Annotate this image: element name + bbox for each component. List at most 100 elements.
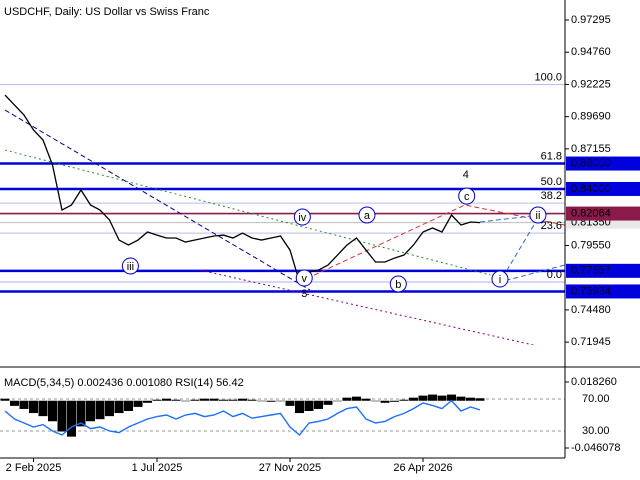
wave-circle: [295, 269, 313, 287]
macd-bar: [57, 400, 67, 432]
macd-bar: [371, 400, 380, 402]
y-tick-label: 0.89690: [571, 111, 611, 123]
y-tick-label: 0.97295: [571, 14, 611, 26]
level-label: 0.84000: [571, 183, 611, 195]
overlay: 0.97295 0.94760 0.92225 0.89690 0.87155 0.795…: [6, 14, 640, 474]
macd-bar: [456, 396, 466, 401]
wave-label: v: [302, 273, 308, 285]
wave-label: b: [395, 279, 401, 291]
macd-bar: [238, 398, 247, 401]
macd-bar: [266, 400, 276, 402]
level-label: 0.77557: [571, 265, 611, 277]
level-label: 0.75934: [571, 285, 611, 297]
macd-bar: [133, 400, 143, 407]
macd-bar: [86, 400, 95, 422]
macd-bar: [257, 400, 266, 402]
wave-label: iv: [298, 212, 306, 224]
fib-label: 100.0: [534, 71, 562, 83]
wave-label: iii: [127, 261, 134, 273]
trend-line: [479, 214, 565, 283]
chart-title: USDCHF, Daily: US Dollar vs Swiss Franc: [4, 6, 210, 18]
macd-bar: [352, 396, 361, 401]
macd-bar: [304, 400, 314, 411]
wave-circle: [529, 206, 547, 224]
fib-label: 38.2: [541, 190, 562, 202]
fib-label: 61.8: [541, 150, 562, 162]
macd-bar: [162, 398, 171, 401]
macd-bar: [76, 400, 86, 427]
fib-label: 0.0: [547, 269, 562, 281]
macd-bar: [399, 399, 409, 401]
price-line: [4, 94, 481, 284]
macd-bar: [295, 400, 304, 414]
macd-bar: [437, 395, 447, 401]
indicator-title: MACD(5,34,5) 0.002436 0.001080 RSI(14) 5…: [4, 377, 244, 389]
macd-bar: [67, 400, 76, 437]
macd-bar: [19, 400, 29, 409]
macd-bar: [171, 399, 181, 401]
level-box: [566, 263, 640, 278]
wave-circle: [389, 275, 407, 293]
wave-label: c: [464, 191, 470, 203]
y-tick-label: 0.71945: [571, 336, 611, 348]
wave-circle: [491, 270, 509, 288]
macd-bar: [190, 399, 200, 401]
macd-bar: [0, 398, 10, 401]
macd-bar: [219, 399, 228, 401]
level-label: 0.86000: [571, 157, 611, 169]
level-box: [566, 284, 640, 299]
macd-bar: [333, 400, 342, 402]
wave-label: a: [364, 210, 371, 222]
trend-line: [199, 269, 536, 345]
macd-bar: [143, 400, 152, 403]
macd-bar: [390, 400, 399, 402]
x-tick-label: 27 Nov 2025: [259, 462, 321, 474]
macd-bar: [114, 400, 124, 414]
y-tick-label: 0.79550: [571, 239, 611, 251]
level-label: 0.82064: [571, 207, 611, 219]
wave-label: ii: [536, 210, 541, 222]
level-box: [566, 206, 640, 221]
wave-label: i: [499, 274, 501, 286]
fib-label: 23.6: [541, 220, 562, 232]
wave-circle: [121, 257, 139, 275]
x-tick-label: 1 Jul 2025: [132, 462, 183, 474]
macd-bar: [38, 400, 48, 417]
macd-bar: [447, 394, 456, 401]
macd-bar: [247, 399, 257, 401]
y-tick-label: 0.87155: [571, 143, 611, 155]
macd-bar: [314, 400, 323, 409]
macd-bar: [380, 400, 390, 403]
macd-bar: [475, 398, 485, 401]
macd-bar: [48, 400, 57, 422]
macd-bar: [466, 397, 475, 401]
macd-bar: [361, 398, 371, 401]
x-tick-label: 2 Feb 2025: [6, 462, 62, 474]
wave-circle: [458, 187, 476, 205]
level-box: [566, 181, 640, 196]
macd-bar: [124, 400, 133, 411]
macd-bar: [95, 400, 105, 420]
y-tick-label: 0.94760: [571, 46, 611, 58]
macd-bar: [276, 400, 285, 402]
macd-bar: [209, 398, 219, 401]
macd-bar: [105, 400, 114, 417]
y2-tick-label: 70.00: [582, 393, 610, 405]
wave-circle: [293, 208, 311, 226]
macd-bar: [200, 398, 209, 401]
macd-bar: [409, 397, 418, 401]
wave-label: 3: [301, 288, 307, 300]
macd-bar: [29, 400, 38, 414]
macd-bar: [418, 395, 428, 401]
fib-label: 50.0: [541, 176, 562, 188]
macd-bar: [285, 400, 295, 406]
x-tick-label: 26 Apr 2026: [393, 462, 452, 474]
level-box: [566, 156, 640, 171]
macd-bar: [228, 399, 238, 401]
macd-bar: [152, 399, 162, 401]
indicator-plot: [0, 394, 565, 437]
y-tick-label: -0.046078: [571, 442, 621, 454]
